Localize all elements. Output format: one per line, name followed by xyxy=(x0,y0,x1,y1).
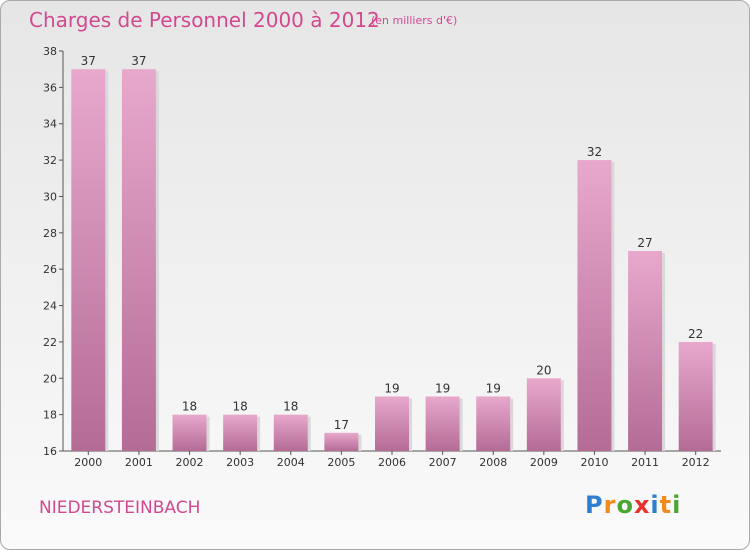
logo-letter: i xyxy=(650,491,660,519)
chart-title: Charges de Personnel 2000 à 2012 xyxy=(29,8,380,32)
bar-shadow xyxy=(358,434,362,451)
bar xyxy=(577,160,612,451)
data-label: 27 xyxy=(637,236,652,250)
bar-shadow xyxy=(257,416,261,451)
bar-shadow xyxy=(662,253,666,451)
y-tick-label: 38 xyxy=(43,45,57,58)
bar xyxy=(121,69,156,451)
bar xyxy=(273,414,308,451)
bar-shadow xyxy=(307,416,311,451)
x-tick-label: 2006 xyxy=(378,456,406,469)
chart-bars xyxy=(71,69,716,451)
x-tick-label: 2004 xyxy=(277,456,305,469)
bar-shadow xyxy=(206,416,210,451)
y-tick-label: 24 xyxy=(43,300,57,313)
logo-letter: o xyxy=(616,491,634,519)
x-tick-label: 2008 xyxy=(479,456,507,469)
x-tick-label: 2007 xyxy=(429,456,457,469)
logo-letter: x xyxy=(633,491,651,519)
data-label: 37 xyxy=(131,54,146,68)
logo-letter: i xyxy=(672,491,682,519)
x-tick-label: 2011 xyxy=(631,456,659,469)
chart-labels: 2000 37 2001 37 2002 18 2003 18 2004 18 2005 17 2006… xyxy=(74,54,709,469)
x-tick-label: 2005 xyxy=(327,456,355,469)
bar xyxy=(172,414,207,451)
y-tick-label: 34 xyxy=(43,118,57,131)
y-tick-label: 16 xyxy=(43,445,57,458)
bar xyxy=(375,396,409,451)
data-label: 20 xyxy=(536,363,551,377)
data-label: 22 xyxy=(688,327,703,341)
data-label: 32 xyxy=(587,145,602,159)
bar-shadow xyxy=(409,398,412,451)
y-tick-label: 28 xyxy=(43,227,57,240)
bar xyxy=(223,414,258,451)
data-label: 17 xyxy=(334,418,349,432)
data-label: 19 xyxy=(435,381,450,395)
y-tick-label: 22 xyxy=(43,336,57,349)
x-tick-label: 2009 xyxy=(530,456,558,469)
bar-shadow xyxy=(560,380,564,451)
bar-shadow xyxy=(611,162,615,451)
bar-shadow xyxy=(712,343,716,451)
chart-subtitle: (en milliers d'€) xyxy=(371,14,458,27)
bar xyxy=(324,432,359,451)
logo-letter: r xyxy=(603,491,617,519)
bar xyxy=(425,396,460,451)
y-tick-label: 32 xyxy=(43,154,57,167)
y-tick-label: 36 xyxy=(43,81,57,94)
y-tick-label: 18 xyxy=(43,409,57,422)
x-tick-label: 2003 xyxy=(226,456,254,469)
x-tick-label: 2001 xyxy=(125,456,153,469)
proxiti-logo: Proxiti xyxy=(585,491,681,519)
x-tick-label: 2002 xyxy=(176,456,204,469)
bar xyxy=(476,396,511,451)
y-tick-label: 30 xyxy=(43,190,57,203)
data-label: 18 xyxy=(233,400,248,414)
bar-shadow xyxy=(510,398,514,451)
bar-shadow xyxy=(105,71,109,451)
bar xyxy=(628,251,663,451)
commune-name: NIEDERSTEINBACH xyxy=(39,498,201,518)
x-tick-label: 2000 xyxy=(74,456,102,469)
x-tick-label: 2010 xyxy=(580,456,608,469)
y-tick-label: 20 xyxy=(43,372,57,385)
data-label: 18 xyxy=(283,400,298,414)
logo-letter: t xyxy=(659,491,673,519)
y-tick-label: 26 xyxy=(43,263,57,276)
x-tick-label: 2012 xyxy=(682,456,710,469)
bar xyxy=(71,69,106,451)
data-label: 37 xyxy=(81,54,96,68)
logo-letter: P xyxy=(585,491,604,519)
bar-shadow xyxy=(459,398,463,451)
data-label: 19 xyxy=(486,381,501,395)
bar xyxy=(526,378,561,451)
bar-shadow xyxy=(155,71,159,451)
data-label: 18 xyxy=(182,400,197,414)
data-label: 19 xyxy=(384,381,399,395)
bar xyxy=(678,341,713,451)
